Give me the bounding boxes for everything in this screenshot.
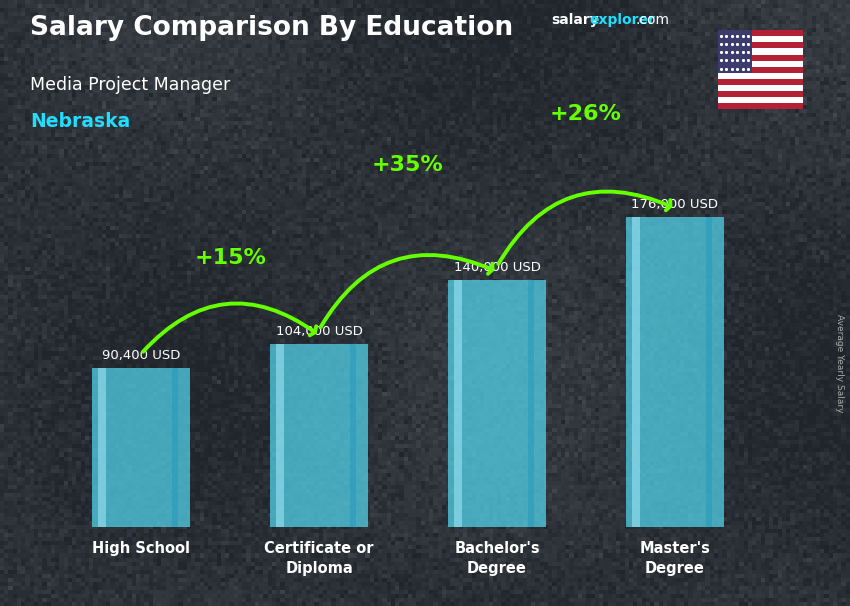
Bar <box>454 281 462 527</box>
Text: 176,000 USD: 176,000 USD <box>632 198 718 211</box>
Bar <box>92 368 190 527</box>
Bar <box>718 103 803 109</box>
Text: salary: salary <box>551 13 598 27</box>
Bar <box>718 36 803 42</box>
Bar <box>98 368 106 527</box>
Bar <box>718 97 803 103</box>
Bar <box>718 61 803 67</box>
Bar <box>528 281 534 527</box>
Text: 90,400 USD: 90,400 USD <box>102 348 180 362</box>
Text: .com: .com <box>636 13 670 27</box>
Text: +15%: +15% <box>194 248 266 268</box>
Bar <box>448 281 546 527</box>
Bar <box>350 344 356 527</box>
Bar <box>270 344 368 527</box>
Bar <box>626 217 724 527</box>
Bar <box>718 67 803 73</box>
Text: +35%: +35% <box>372 155 444 175</box>
Bar <box>718 91 803 97</box>
Bar <box>718 73 803 79</box>
Bar <box>706 217 712 527</box>
Bar <box>718 30 803 36</box>
Text: 140,000 USD: 140,000 USD <box>454 261 541 275</box>
Text: Nebraska: Nebraska <box>30 112 130 131</box>
Bar <box>718 48 803 55</box>
Bar <box>276 344 284 527</box>
Text: Average Yearly Salary: Average Yearly Salary <box>836 315 844 413</box>
Bar <box>632 217 640 527</box>
Bar <box>718 30 752 73</box>
Text: Salary Comparison By Education: Salary Comparison By Education <box>30 15 513 41</box>
Bar <box>173 368 178 527</box>
Text: explorer: explorer <box>589 13 654 27</box>
Bar <box>718 79 803 85</box>
Text: 104,000 USD: 104,000 USD <box>275 325 362 338</box>
Bar <box>718 42 803 48</box>
Bar <box>718 55 803 61</box>
Text: +26%: +26% <box>550 104 622 124</box>
Text: Media Project Manager: Media Project Manager <box>30 76 230 94</box>
Bar <box>718 85 803 91</box>
